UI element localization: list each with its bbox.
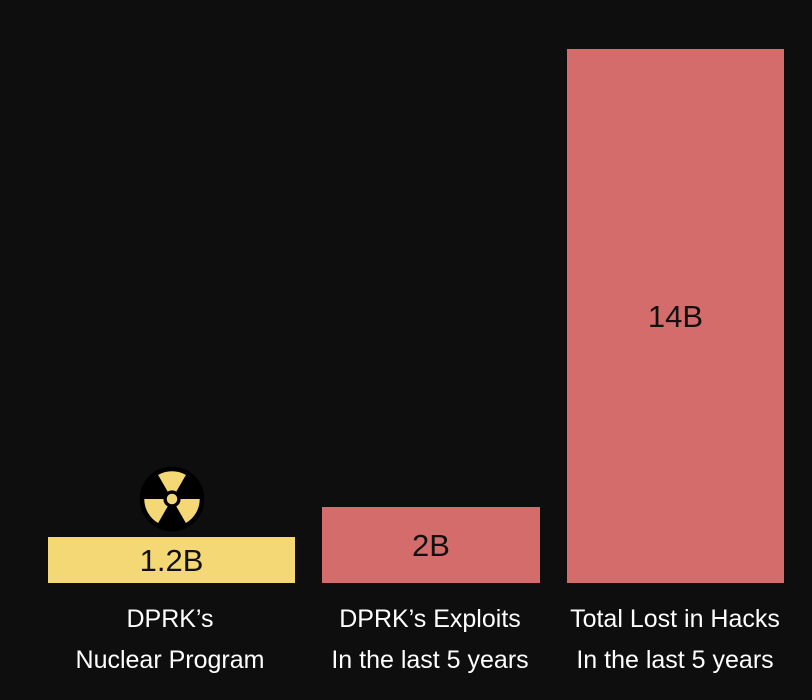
category-label-3: Total Lost in Hacks In the last 5 years xyxy=(545,599,805,681)
category-label-line2: In the last 5 years xyxy=(331,646,529,674)
bar-3: 14B xyxy=(567,49,784,583)
category-label-1: DPRK’s Nuclear Program xyxy=(30,599,310,681)
category-label-line2: Nuclear Program xyxy=(75,646,265,674)
category-label-line2: In the last 5 years xyxy=(576,646,774,674)
bar-value-label: 1.2B xyxy=(139,543,204,578)
category-label-line1: DPRK’s Exploits xyxy=(339,605,521,633)
category-label-line1: Total Lost in Hacks xyxy=(570,605,780,633)
bar-2: 2B xyxy=(322,507,540,583)
bar-1: 1.2B xyxy=(48,537,295,583)
category-label-2: DPRK’s Exploits In the last 5 years xyxy=(300,599,560,681)
bar-value-label: 14B xyxy=(647,299,704,334)
radiation-icon xyxy=(139,466,204,532)
category-label-line1: DPRK’s xyxy=(126,605,214,633)
bar-value-label: 2B xyxy=(412,528,450,563)
